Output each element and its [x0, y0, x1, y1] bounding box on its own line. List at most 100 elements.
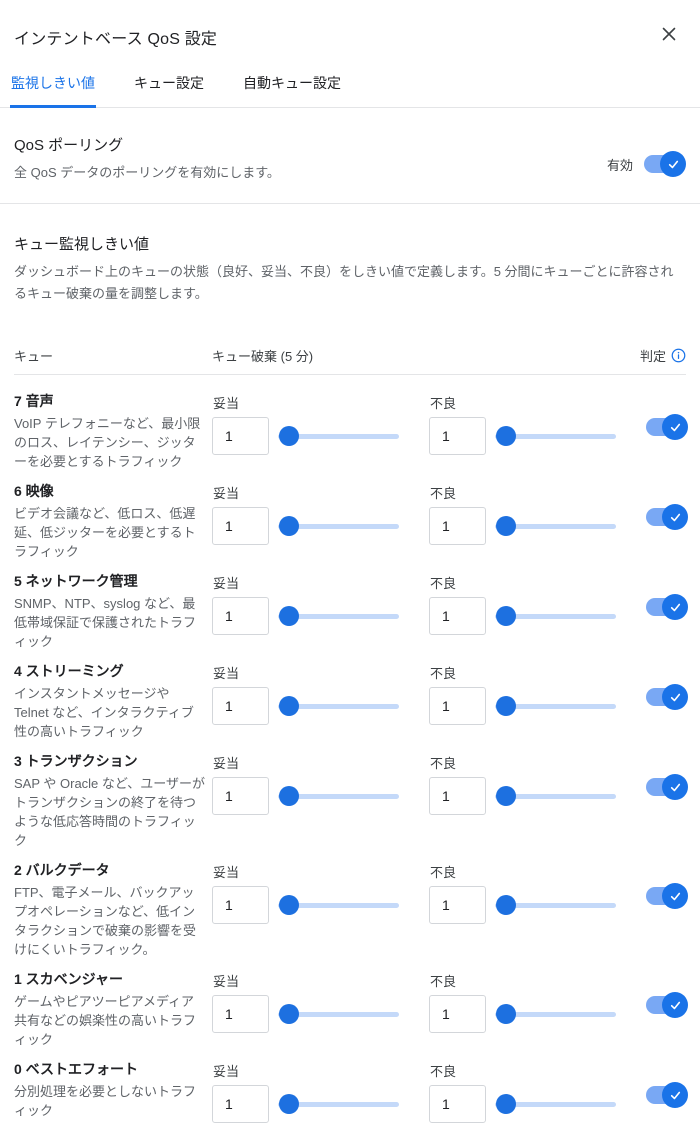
poor-threshold-column: 不良: [429, 481, 646, 561]
queue-description: ビデオ会議など、低ロス、低遅延、低ジッターを必要とするトラフィック: [14, 506, 196, 559]
poor-threshold-slider[interactable]: [495, 895, 616, 915]
queue-enabled-toggle[interactable]: [646, 594, 688, 620]
fair-controls: [212, 687, 429, 725]
poor-threshold-slider[interactable]: [495, 516, 616, 536]
poor-controls: [429, 417, 646, 455]
fair-threshold-slider[interactable]: [278, 606, 399, 626]
fair-threshold-slider[interactable]: [278, 895, 399, 915]
fair-label: 妥当: [213, 576, 240, 591]
poor-threshold-input[interactable]: [429, 1085, 486, 1123]
checkmark-icon: [662, 1082, 688, 1108]
poor-threshold-slider[interactable]: [495, 426, 616, 446]
poor-threshold-input[interactable]: [429, 777, 486, 815]
queue-enabled-toggle[interactable]: [646, 684, 688, 710]
slider-thumb[interactable]: [279, 1094, 299, 1114]
queue-name: 0 ベストエフォート: [14, 1061, 138, 1077]
slider-track: [278, 1102, 399, 1107]
fair-controls: [212, 507, 429, 545]
info-icon[interactable]: [671, 348, 686, 363]
checkmark-icon: [662, 504, 688, 530]
queue-name: 5 ネットワーク管理: [14, 573, 138, 589]
fair-label: 妥当: [213, 486, 240, 501]
queue-row: 1 スカベンジャー ゲームやピアツーピアメディア共有などの娯楽性の高いトラフィッ…: [14, 969, 688, 1049]
slider-track: [278, 903, 399, 908]
fair-threshold-slider[interactable]: [278, 516, 399, 536]
poor-threshold-slider[interactable]: [495, 1094, 616, 1114]
poor-threshold-slider[interactable]: [495, 1004, 616, 1024]
slider-track: [495, 704, 616, 709]
tab-auto-queue-settings[interactable]: 自動キュー設定: [242, 73, 342, 108]
slider-thumb[interactable]: [279, 426, 299, 446]
queue-enabled-toggle[interactable]: [646, 774, 688, 800]
poor-threshold-column: 不良: [429, 391, 646, 471]
queue-enabled-toggle[interactable]: [646, 414, 688, 440]
poor-threshold-input[interactable]: [429, 417, 486, 455]
checkmark-icon: [660, 151, 686, 177]
verdict-label: 判定: [639, 349, 666, 364]
slider-thumb[interactable]: [496, 1004, 516, 1024]
fair-label: 妥当: [213, 974, 240, 989]
poor-threshold-input[interactable]: [429, 886, 486, 924]
queue-info: 3 トランザクション SAP や Oracle など、ユーザーがトランザクション…: [14, 751, 212, 850]
slider-track: [278, 1012, 399, 1017]
queue-toggle-column: [646, 391, 688, 471]
queue-row: 4 ストリーミング インスタントメッセージや Telnet など、インタラクティ…: [14, 661, 688, 741]
queue-enabled-toggle[interactable]: [646, 504, 688, 530]
polling-enabled-toggle[interactable]: [644, 151, 686, 177]
fair-label: 妥当: [213, 1064, 240, 1079]
slider-thumb[interactable]: [279, 1004, 299, 1024]
fair-label: 妥当: [213, 756, 240, 771]
poor-threshold-slider[interactable]: [495, 696, 616, 716]
poor-threshold-input[interactable]: [429, 687, 486, 725]
poor-threshold-column: 不良: [429, 860, 646, 959]
fair-threshold-input[interactable]: [212, 417, 269, 455]
queue-enabled-toggle[interactable]: [646, 883, 688, 909]
fair-threshold-column: 妥当: [212, 571, 429, 651]
slider-thumb[interactable]: [496, 426, 516, 446]
fair-threshold-input[interactable]: [212, 777, 269, 815]
fair-label: 妥当: [213, 666, 240, 681]
qos-polling-title: QoS ポーリング: [14, 137, 124, 154]
fair-threshold-slider[interactable]: [278, 786, 399, 806]
fair-threshold-column: 妥当: [212, 751, 429, 850]
fair-threshold-slider[interactable]: [278, 1004, 399, 1024]
slider-thumb[interactable]: [279, 786, 299, 806]
queue-enabled-toggle[interactable]: [646, 1082, 688, 1108]
fair-controls: [212, 995, 429, 1033]
slider-track: [278, 704, 399, 709]
close-button[interactable]: [660, 25, 678, 43]
poor-threshold-slider[interactable]: [495, 606, 616, 626]
fair-threshold-input[interactable]: [212, 886, 269, 924]
queue-description: ゲームやピアツーピアメディア共有などの娯楽性の高いトラフィック: [14, 994, 197, 1047]
poor-threshold-input[interactable]: [429, 507, 486, 545]
fair-threshold-input[interactable]: [212, 1085, 269, 1123]
fair-threshold-slider[interactable]: [278, 426, 399, 446]
fair-threshold-input[interactable]: [212, 995, 269, 1033]
slider-thumb[interactable]: [496, 696, 516, 716]
slider-thumb[interactable]: [279, 516, 299, 536]
slider-track: [495, 794, 616, 799]
poor-threshold-input[interactable]: [429, 995, 486, 1033]
queue-toggle-column: [646, 481, 688, 561]
slider-thumb[interactable]: [279, 606, 299, 626]
fair-threshold-slider[interactable]: [278, 696, 399, 716]
poor-threshold-slider[interactable]: [495, 786, 616, 806]
slider-thumb[interactable]: [496, 516, 516, 536]
slider-thumb[interactable]: [496, 786, 516, 806]
tab-monitoring-thresholds[interactable]: 監視しきい値: [10, 73, 96, 108]
queue-toggle-column: [646, 751, 688, 850]
queue-enabled-toggle[interactable]: [646, 992, 688, 1018]
slider-thumb[interactable]: [279, 895, 299, 915]
fair-threshold-input[interactable]: [212, 507, 269, 545]
slider-thumb[interactable]: [279, 696, 299, 716]
fair-threshold-input[interactable]: [212, 687, 269, 725]
slider-thumb[interactable]: [496, 606, 516, 626]
fair-threshold-slider[interactable]: [278, 1094, 399, 1114]
slider-thumb[interactable]: [496, 895, 516, 915]
queue-info: 0 ベストエフォート 分別処理を必要としないトラフィック: [14, 1059, 212, 1127]
queue-toggle-column: [646, 860, 688, 959]
poor-threshold-input[interactable]: [429, 597, 486, 635]
tab-queue-settings[interactable]: キュー設定: [133, 73, 205, 108]
slider-thumb[interactable]: [496, 1094, 516, 1114]
fair-threshold-input[interactable]: [212, 597, 269, 635]
